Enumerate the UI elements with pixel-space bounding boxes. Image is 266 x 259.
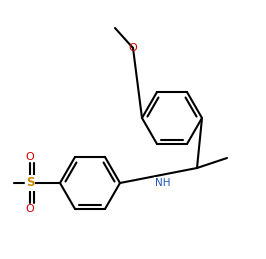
Text: O: O	[129, 43, 137, 53]
Text: O: O	[26, 152, 34, 162]
Text: O: O	[26, 204, 34, 214]
Text: S: S	[26, 176, 34, 190]
Text: NH: NH	[155, 178, 171, 188]
